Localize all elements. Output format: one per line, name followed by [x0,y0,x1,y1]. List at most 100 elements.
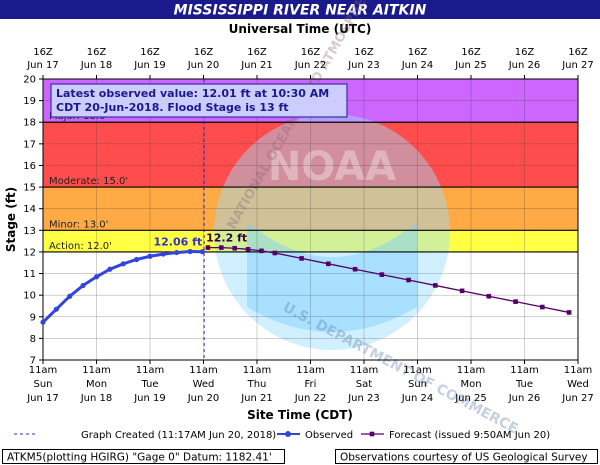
bottom-tick-day: Mon [460,379,481,390]
bottom-tick-date: Jun 23 [347,393,380,404]
top-tick-date: Jun 18 [80,60,113,71]
top-tick-date: Jun 25 [454,60,487,71]
observed-peak-label: 12.06 ft [153,236,202,249]
bottom-tick-date: Jun 19 [133,393,166,404]
forecast-point-1 [219,245,224,250]
bottom-tick-day: Fri [305,379,317,390]
flood-label-3: Minor: 13.0' [49,219,108,230]
forecast-point-11 [433,283,438,288]
bottom-tick-time: 11am [564,365,593,376]
bottom-tick-date: Jun 25 [454,393,487,404]
footer-credit: Observations courtesy of US Geological S… [340,452,588,464]
latest-value-box [50,83,348,118]
bottom-tick-time: 11am [29,365,58,376]
top-tick-date: Jun 22 [294,60,327,71]
bottom-tick-time: 11am [136,365,165,376]
noaa-watermark-text: NOAA [268,144,396,190]
bottom-tick-time: 11am [510,365,539,376]
top-tick-date: Jun 26 [508,60,541,71]
forecast-point-16 [566,310,572,315]
bottom-tick-day: Wed [193,379,215,390]
bottom-tick-day: Tue [140,379,158,390]
top-tick-time: 16Z [515,47,535,58]
footer-datum: ATKM5(plotting HGIRG) "Gage 0" Datum: 11… [7,452,272,464]
bottom-tick-time: 11am [243,365,272,376]
latest-value-line2: CDT 20-Jun-2018. Flood Stage is 13 ft [56,101,289,114]
top-tick-time: 16Z [568,47,588,58]
y-tick-label: 18 [23,118,36,129]
bottom-tick-time: 11am [82,365,111,376]
observed-point-5 [107,266,113,272]
latest-value-line1: Latest observed value: 12.01 ft at 10:30… [56,87,329,100]
flood-band-1 [43,122,578,188]
chart-title: MISSISSIPPI RIVER NEAR AITKIN [174,3,427,19]
legend-observed: Observed [305,430,353,441]
bottom-tick-time: 11am [350,365,379,376]
y-tick-label: 13 [23,226,36,237]
top-tick-date: Jun 27 [561,60,594,71]
observed-point-11 [187,248,193,255]
bottom-tick-day: Wed [567,379,589,390]
flood-band-4 [43,230,578,252]
observed-point-8 [147,253,153,259]
forecast-point-0 [205,245,211,250]
flood-label-2: Moderate: 15.0' [49,176,128,187]
bottom-tick-day: Sun [33,379,52,390]
top-tick-date: Jun 23 [347,60,380,71]
bottom-tick-time: 11am [457,365,486,376]
top-tick-time: 16Z [140,47,160,58]
top-tick-time: 16Z [33,47,53,58]
forecast-point-9 [379,272,385,277]
y-tick-label: 12 [23,247,36,258]
x-axis-title: Site Time (CDT) [247,408,353,422]
forecast-point-7 [326,261,331,267]
top-tick-time: 16Z [301,47,321,58]
y-tick-label: 10 [23,291,36,302]
bottom-tick-time: 11am [296,365,325,376]
top-tick-time: 16Z [87,47,107,58]
bottom-tick-date: Jun 22 [294,393,327,404]
y-tick-label: 17 [23,139,36,150]
bottom-tick-date: Jun 20 [187,393,220,404]
bottom-tick-date: Jun 21 [240,393,273,404]
bottom-tick-date: Jun 17 [26,393,59,404]
observed-point-2 [67,293,73,299]
noaa-watermark-circle [214,114,450,350]
y-tick-label: 15 [23,183,36,194]
y-tick-label: 16 [23,161,36,172]
top-tick-date: Jun 24 [401,60,434,71]
forecast-point-10 [406,277,411,283]
bottom-tick-date: Jun 27 [561,393,594,404]
top-tick-date: Jun 20 [187,60,220,71]
legend-forecast-marker [369,431,375,437]
forecast-point-12 [459,288,465,294]
forecast-point-14 [513,299,518,304]
observed-point-0 [40,319,46,325]
forecast-point-5 [272,250,278,256]
legend-observed-marker [285,431,291,437]
y-tick-label: 19 [23,96,36,107]
top-tick-time: 16Z [354,47,374,58]
bottom-tick-time: 11am [403,365,432,376]
footer-right-box [335,449,598,464]
normal-band [43,251,578,360]
flood-band-3 [43,187,578,231]
bottom-tick-day: Sat [356,379,372,390]
observed-point-1 [53,306,59,312]
y-tick-label: 20 [23,75,36,86]
forecast-point-2 [232,245,238,251]
forecast-point-6 [299,256,304,261]
bottom-tick-day: Sun [408,379,427,390]
bottom-tick-date: Jun 26 [508,393,541,404]
y-tick-label: 14 [23,204,36,215]
forecast-point-4 [259,248,264,254]
bottom-tick-day: Thu [247,379,267,390]
forecast-peak-label: 12.2 ft [206,232,247,245]
bottom-tick-date: Jun 24 [401,393,434,404]
flood-label-4: Action: 12.0' [49,241,112,252]
title-bar [0,0,600,19]
observed-point-10 [174,249,180,256]
observed-point-4 [93,274,100,280]
bottom-tick-time: 11am [189,365,218,376]
